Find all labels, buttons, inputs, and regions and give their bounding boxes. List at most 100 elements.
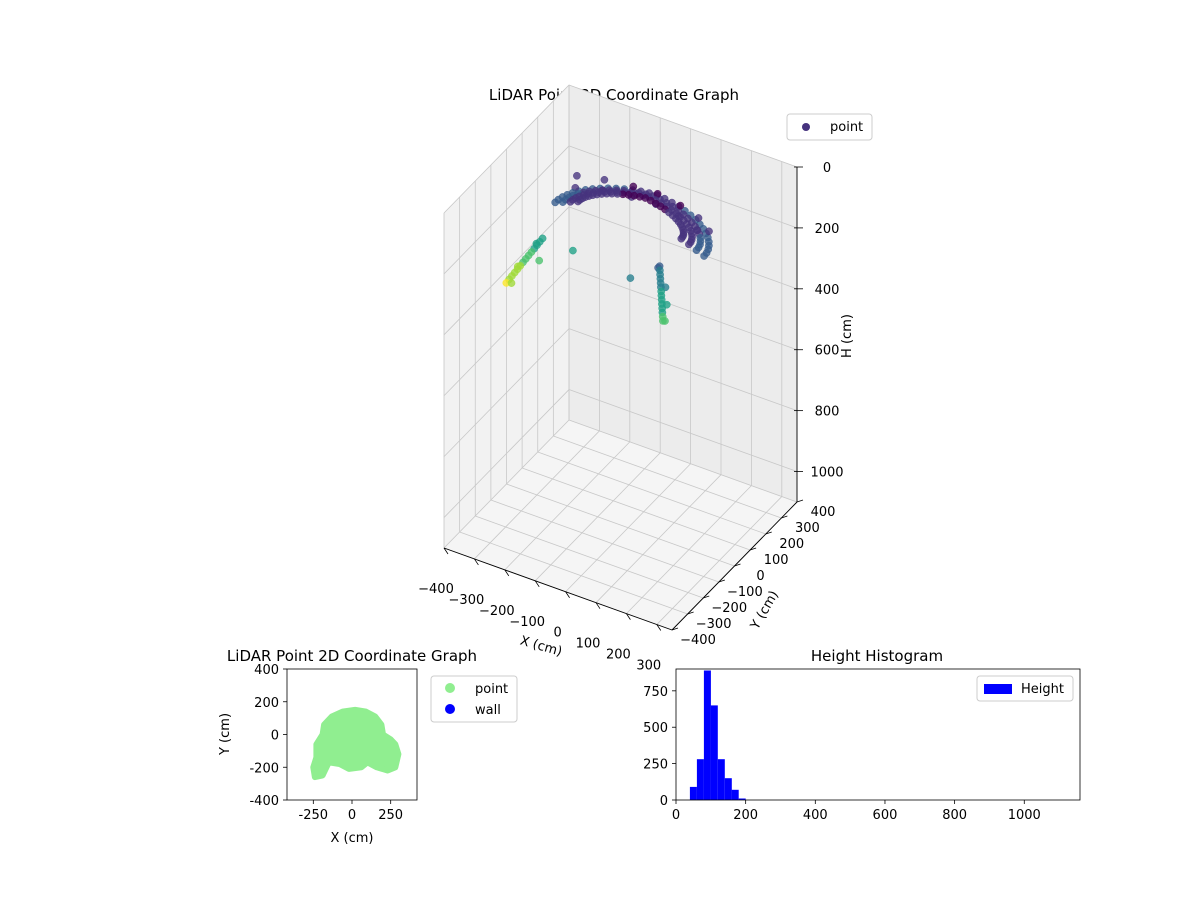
histogram-bar xyxy=(696,759,704,800)
x-tick-mark-3d xyxy=(443,547,449,555)
legend-2d: point wall xyxy=(430,675,518,723)
x-tick-label-3d: −200 xyxy=(479,604,515,619)
x-tick-label-histogram: 800 xyxy=(942,808,967,823)
x-axis-line-3d xyxy=(443,547,673,631)
legend-box-3d xyxy=(786,113,873,141)
point-marker-3d xyxy=(694,214,703,222)
x-tick-label-3d: −300 xyxy=(449,593,485,608)
chart-title-2d: LiDAR Point 2D Coordinate Graph xyxy=(227,647,477,665)
grid-back-z xyxy=(568,267,798,351)
grid-left-z xyxy=(443,267,570,397)
histogram-bar xyxy=(703,670,711,800)
z-tick-label-3d: 0 xyxy=(823,161,831,176)
grid-left-z xyxy=(443,84,570,214)
z-tick-label-3d: 200 xyxy=(815,222,840,237)
x-tick-mark-3d xyxy=(565,591,570,598)
histogram-bar xyxy=(731,789,739,800)
point-marker-3d xyxy=(705,227,713,236)
x-tick-label-2d: 250 xyxy=(378,808,403,823)
y-axis-label-2d: Y (cm) xyxy=(218,713,233,756)
y-tick-label-3d: 0 xyxy=(756,569,764,584)
legend-marker-wall-2d xyxy=(445,704,455,714)
x-tick-label-histogram: 200 xyxy=(733,808,758,823)
grid-floor-y xyxy=(475,515,704,599)
legend-label-point-3d: point xyxy=(830,120,863,135)
panes-3d xyxy=(443,84,798,631)
x-tick-label-3d: −100 xyxy=(509,615,545,630)
scatter-2d xyxy=(310,706,402,781)
y-tick-mark-3d xyxy=(765,531,772,535)
point-marker-3d xyxy=(535,256,544,265)
x-tick-label-2d: -250 xyxy=(299,808,329,823)
x-tick-label-histogram: 400 xyxy=(803,808,828,823)
x-tick-mark-3d xyxy=(656,624,662,631)
grid-left-z xyxy=(443,328,570,457)
point-cloud-2d xyxy=(310,706,402,781)
y-tick-label-3d: −200 xyxy=(711,601,747,616)
x-tick-label-3d: 100 xyxy=(576,637,601,652)
y-tick-mark-3d xyxy=(749,547,757,551)
x-tick-label-histogram: 1000 xyxy=(1008,808,1041,823)
y-tick-label-3d: 400 xyxy=(811,505,836,520)
y-tick-mark-3d xyxy=(718,579,726,583)
chart-title-histogram: Height Histogram xyxy=(811,647,943,665)
grid-back-z xyxy=(568,206,798,290)
points-3d xyxy=(502,171,713,325)
y-tick-label-3d: 100 xyxy=(764,553,789,568)
y-tick-label-2d: -400 xyxy=(249,794,279,809)
x-tick-label-histogram: 600 xyxy=(873,808,898,823)
point-marker-3d xyxy=(600,175,609,184)
legend-histogram: Height xyxy=(976,675,1074,702)
grid-left-z xyxy=(443,389,570,518)
z-tick-label-3d: 1000 xyxy=(810,466,843,481)
point-marker-3d xyxy=(551,198,560,207)
plot-3d: LiDAR Point 3D Coordinate Graph −400−300… xyxy=(418,84,873,674)
y-tick-label-3d: −100 xyxy=(727,585,763,600)
ticks-histogram: 0 200 400 600 800 1000 0 250 500 750 xyxy=(643,685,1041,823)
point-marker-3d xyxy=(692,246,701,254)
axes-frame-histogram xyxy=(675,668,1081,801)
histogram-bar xyxy=(738,798,746,800)
y-tick-mark-3d xyxy=(687,611,694,615)
point-marker-3d xyxy=(677,234,686,243)
point-marker-3d xyxy=(685,240,693,249)
grid-floor-y xyxy=(490,499,720,583)
point-marker-3d xyxy=(573,171,581,180)
z-tick-label-3d: 800 xyxy=(815,405,840,420)
point-marker-3d xyxy=(700,252,708,260)
x-tick-label-2d: 0 xyxy=(348,808,356,823)
point-marker-3d xyxy=(569,246,577,255)
x-tick-mark-3d xyxy=(626,613,631,620)
legend-marker-height xyxy=(984,684,1012,694)
point-marker-3d xyxy=(507,279,516,287)
y-tick-mark-3d xyxy=(703,595,710,599)
y-tick-label-2d: -200 xyxy=(249,761,279,776)
legend-marker-point-2d xyxy=(445,683,455,693)
x-tick-label-3d: 0 xyxy=(553,626,561,641)
point-marker-3d xyxy=(661,317,669,325)
point-marker-3d xyxy=(559,198,567,206)
legend-marker-point-3d xyxy=(802,123,810,131)
y-tick-label-3d: 300 xyxy=(795,521,820,536)
grid-floor-y xyxy=(568,419,798,503)
y-tick-label-histogram: 250 xyxy=(643,758,668,773)
point-marker-3d xyxy=(676,201,685,210)
grid-back-z xyxy=(568,328,798,412)
y-tick-label-histogram: 500 xyxy=(643,721,668,736)
legend-label-point-2d: point xyxy=(475,682,508,697)
legend-3d: point xyxy=(786,113,873,141)
y-tick-label-3d: 200 xyxy=(779,537,804,552)
point-marker-3d xyxy=(626,274,635,282)
histogram-bar xyxy=(710,705,718,800)
y-tick-label-2d: 400 xyxy=(254,663,279,678)
y-tick-label-3d: −300 xyxy=(696,617,732,632)
legend-box-histogram xyxy=(976,675,1074,702)
grid-left-z xyxy=(443,206,570,336)
ticks-3d: −400−300−200−1000100200300−400−300−200−1… xyxy=(418,161,843,674)
histogram-bar xyxy=(689,786,697,800)
grid-back-z xyxy=(568,145,798,229)
z-tick-label-3d: 400 xyxy=(815,283,840,298)
grid-floor-y xyxy=(506,483,735,567)
grid-floor-y xyxy=(553,435,782,519)
